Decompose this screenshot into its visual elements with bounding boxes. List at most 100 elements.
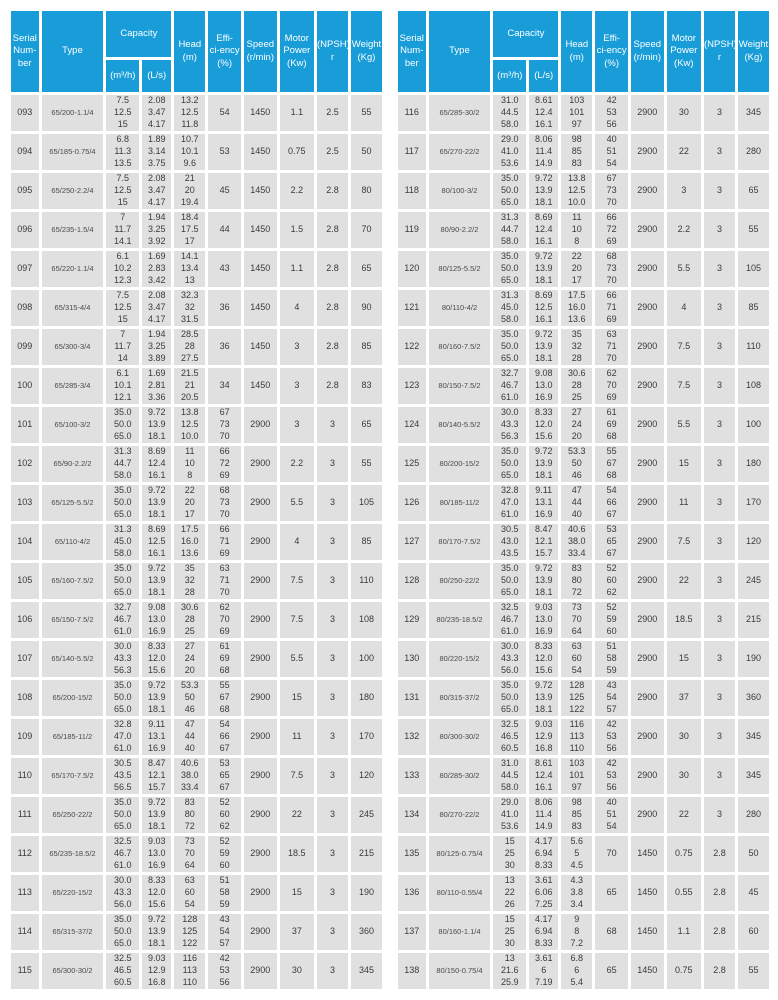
cell-type: 80/125-0.75/4 [428,836,491,872]
cell-speed: 2900 [630,134,664,170]
cell-speed: 2900 [630,95,664,131]
cell-type: 80/110-0.55/4 [428,875,491,911]
cell-speed: 1450 [243,251,277,287]
cell-ls: 9.72 13.9 18.1 [142,680,172,716]
cell-serial: 119 [398,212,426,248]
cell-ls: 9.03 12.9 16.8 [142,953,172,989]
cell-m3h: 29.0 41.0 53.6 [493,797,527,833]
cell-m3h: 30.5 43.0 43.5 [493,524,527,560]
cell-npsh: 2.8 [704,836,735,872]
cell-ls: 4.17 6.94 8.33 [529,836,559,872]
cell-type: 65/235-1.5/4 [41,212,104,248]
cell-weight: 90 [350,290,382,326]
cell-ls: 3.61 6 7.19 [529,953,559,989]
cell-serial: 130 [398,641,426,677]
header-serial-number: Serial Num- ber [398,11,426,92]
header-motor-power: Motor Power (Kw) [279,11,315,92]
cell-m3h: 15 25 30 [493,836,527,872]
cell-m3h: 31.3 45.0 58.0 [493,290,527,326]
cell-power: 15 [279,680,315,716]
cell-power: 3 [279,368,315,404]
cell-weight: 245 [737,563,769,599]
cell-npsh: 3 [704,134,735,170]
cell-ls: 2.08 3.47 4.17 [142,290,172,326]
cell-power: 7.5 [279,602,315,638]
cell-m3h: 7.5 12.5 15 [106,95,140,131]
cell-serial: 099 [11,329,39,365]
cell-npsh: 3 [317,641,348,677]
cell-speed: 2900 [243,875,277,911]
cell-eff: 55 67 68 [595,446,628,482]
cell-type: 65/185-0.75/4 [41,134,104,170]
cell-head: 4.3 3.8 3.4 [561,875,593,911]
cell-m3h: 35.0 50.0 65.0 [493,563,527,599]
cell-type: 65/235-18.5/2 [41,836,104,872]
cell-ls: 8.33 12.0 15.6 [529,407,559,443]
cell-head: 47 44 40 [174,719,206,755]
cell-type: 65/270-22/2 [428,134,491,170]
cell-ls: 1.89 3.14 3.75 [142,134,172,170]
cell-weight: 345 [737,95,769,131]
cell-type: 65/250-22/2 [41,797,104,833]
table-row: 105 65/160-7.5/2 35.0 50.0 65.0 9.72 13.9 1… [11,563,382,599]
cell-head: 27 24 20 [561,407,593,443]
cell-eff: 52 59 60 [208,836,241,872]
cell-weight: 190 [350,875,382,911]
cell-head: 116 113 110 [561,719,593,755]
cell-speed: 2900 [630,485,664,521]
cell-type: 80/185-11/2 [428,485,491,521]
cell-speed: 2900 [630,680,664,716]
header-head: Head (m) [561,11,593,92]
table-row: 104 65/110-4/2 31.3 45.0 58.0 8.69 12.5 16.… [11,524,382,560]
cell-m3h: 35.0 50.0 65.0 [493,251,527,287]
cell-m3h: 35.0 50.0 65.0 [493,329,527,365]
cell-m3h: 35.0 50.0 65.0 [106,485,140,521]
cell-eff: 68 [595,914,628,950]
cell-eff: 53 65 67 [595,524,628,560]
cell-m3h: 15 25 30 [493,914,527,950]
cell-head: 103 101 97 [561,758,593,794]
cell-speed: 2900 [243,758,277,794]
cell-weight: 360 [737,680,769,716]
cell-eff: 54 66 67 [595,485,628,521]
table-row: 106 65/150-7.5/2 32.7 46.7 61.0 9.08 13.0 1… [11,602,382,638]
cell-type: 80/140-5.5/2 [428,407,491,443]
cell-weight: 345 [350,953,382,989]
cell-m3h: 30.0 43.3 56.0 [493,641,527,677]
cell-power: 22 [666,134,702,170]
cell-ls: 9.72 13.9 18.1 [142,797,172,833]
cell-head: 13.2 12.5 11.8 [174,95,206,131]
cell-serial: 131 [398,680,426,716]
cell-eff: 63 71 70 [208,563,241,599]
cell-weight: 215 [737,602,769,638]
table-row: 111 65/250-22/2 35.0 50.0 65.0 9.72 13.9 18… [11,797,382,833]
cell-ls: 8.69 12.5 16.1 [529,290,559,326]
cell-ls: 9.08 13.0 16.9 [529,368,559,404]
cell-ls: 9.72 13.9 18.1 [142,407,172,443]
cell-head: 21 20 19.4 [174,173,206,209]
cell-m3h: 29.0 41.0 53.6 [493,134,527,170]
cell-npsh: 3 [317,875,348,911]
cell-type: 80/220-15/2 [428,641,491,677]
cell-ls: 9.72 13.9 18.1 [142,563,172,599]
table-row: 120 80/125-5.5/2 35.0 50.0 65.0 9.72 13.9 1… [398,251,769,287]
cell-speed: 2900 [243,914,277,950]
cell-m3h: 6.1 10.1 12.1 [106,368,140,404]
cell-speed: 2900 [630,641,664,677]
cell-power: 7.5 [279,758,315,794]
cell-ls: 9.72 13.9 18.1 [142,485,172,521]
cell-ls: 9.72 13.9 18.1 [529,446,559,482]
cell-speed: 1450 [243,329,277,365]
cell-npsh: 3 [704,758,735,794]
pump-spec-table-right: Serial Num- ber Type Capacity Head (m) E… [395,8,772,992]
header-efficiency: Effi- ci-ency (%) [595,11,628,92]
cell-weight: 50 [350,134,382,170]
cell-weight: 50 [737,836,769,872]
cell-speed: 2900 [243,524,277,560]
cell-weight: 70 [350,212,382,248]
cell-npsh: 3 [704,329,735,365]
cell-npsh: 3 [704,446,735,482]
cell-weight: 360 [350,914,382,950]
cell-eff: 66 72 69 [208,446,241,482]
cell-npsh: 2.8 [704,914,735,950]
